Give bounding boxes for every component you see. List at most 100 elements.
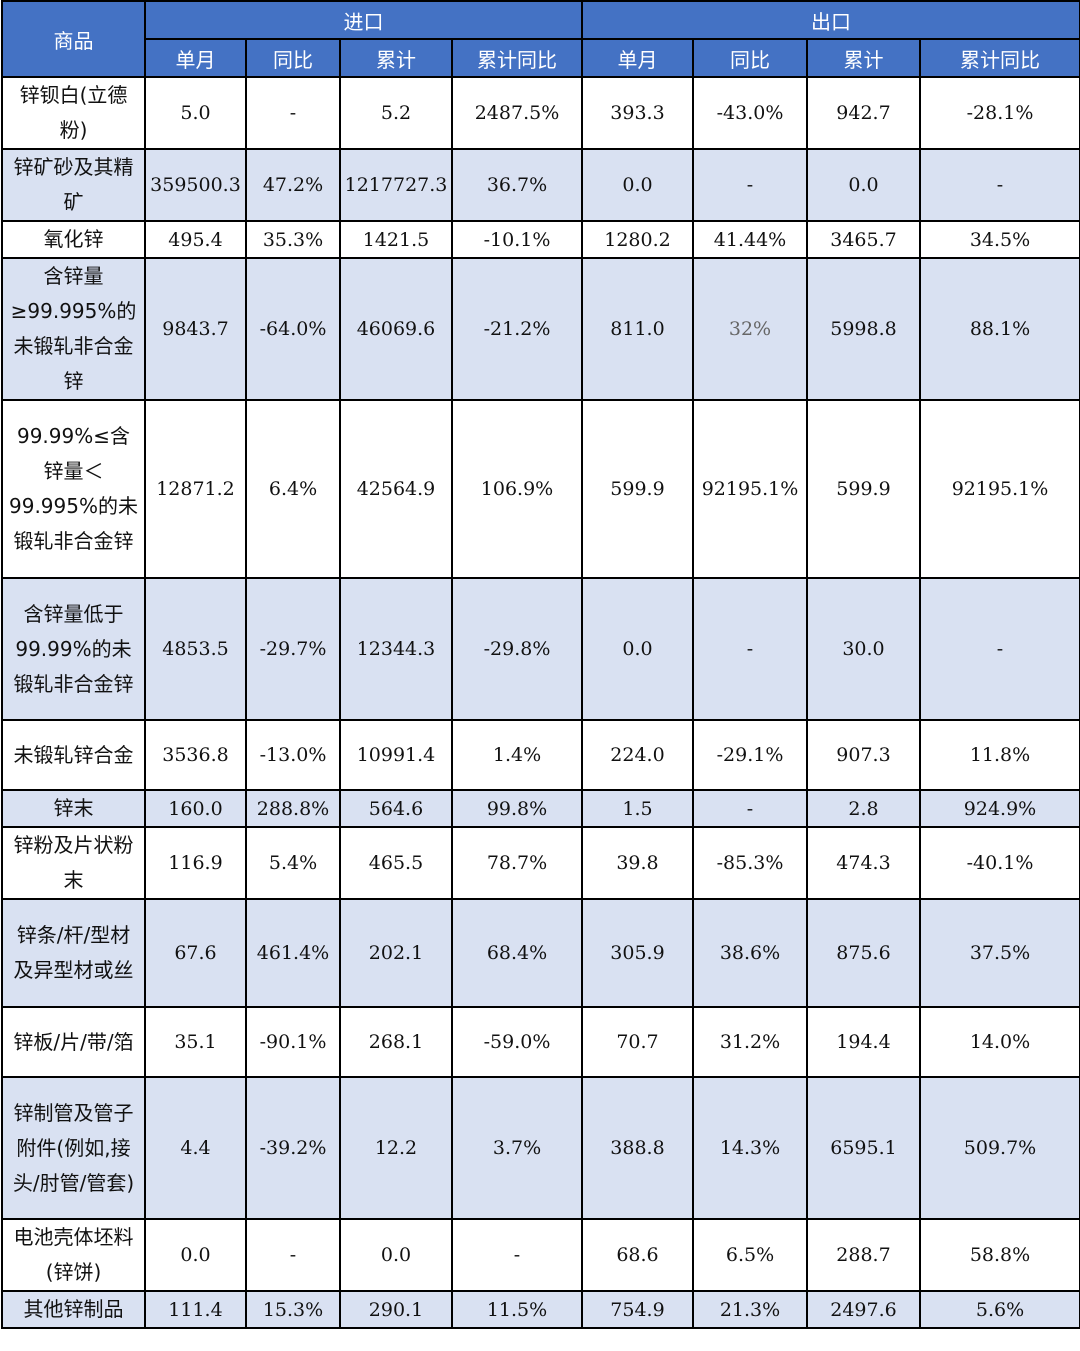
table-row: 氧化锌 495.4 35.3% 1421.5 -10.1% 1280.2 41.44% 346… [1,220,1080,259]
value-cell: -21.2% [451,257,583,401]
value-cell: 0.0 [339,1218,453,1292]
header-export-cumulative-yoy: 累计同比 [919,38,1080,78]
header-export-cumulative: 累计 [806,38,921,78]
value-cell: 14.0% [919,1006,1080,1078]
value-cell: 9843.7 [144,257,247,401]
value-cell: 41.44% [692,220,808,259]
value-cell: 15.3% [245,1290,341,1329]
table-row: 99.99%≤含锌量＜99.995%的未锻轧非合金锌 12871.2 6.4% 425… [1,399,1080,579]
product-name-cell: 99.99%≤含锌量＜99.995%的未锻轧非合金锌 [1,399,146,579]
value-cell: 0.0 [144,1218,247,1292]
value-cell: 6.5% [692,1218,808,1292]
header-export-monthly: 单月 [581,38,694,78]
value-cell: 35.3% [245,220,341,259]
value-cell: 11.5% [451,1290,583,1329]
value-cell: 811.0 [581,257,694,401]
value-cell: -64.0% [245,257,341,401]
value-cell: 2.8 [806,789,921,828]
value-cell: 46069.6 [339,257,453,401]
value-cell: 6.4% [245,399,341,579]
value-cell: 14.3% [692,1076,808,1220]
value-cell: 509.7% [919,1076,1080,1220]
header-product: 商品 [1,0,146,78]
value-cell: 3465.7 [806,220,921,259]
value-cell: 924.9% [919,789,1080,828]
value-cell: 0.0 [581,577,694,721]
header-import-cumulative-yoy: 累计同比 [451,38,583,78]
value-cell: 495.4 [144,220,247,259]
header-import-yoy: 同比 [245,38,341,78]
value-cell: 32% [692,257,808,401]
value-cell: 5.0 [144,76,247,150]
product-name-cell: 锌制管及管子附件(例如,接头/肘管/管套) [1,1076,146,1220]
value-cell: 67.6 [144,898,247,1008]
value-cell: - [919,577,1080,721]
value-cell: 106.9% [451,399,583,579]
product-name-cell: 锌条/杆/型材及异型材或丝 [1,898,146,1008]
value-cell: 68.6 [581,1218,694,1292]
value-cell: 288.7 [806,1218,921,1292]
table-row: 锌矿砂及其精矿 359500.3 47.2% 1217727.3 36.7% 0.0-0.… [1,148,1080,222]
header-export-group: 出口 [581,0,1080,40]
table-row: 锌钡白(立德粉) 5.0-5.2 2487.5% 393.3 -43.0% 942.7 -2… [1,76,1080,150]
table-row: 含锌量低于99.99%的未锻轧非合金锌 4853.5 -29.7% 12344.3 -2… [1,577,1080,721]
value-cell: 4.4 [144,1076,247,1220]
header-row-groups: 商品 进口 出口 [1,0,1080,78]
table-row: 其他锌制品 111.4 15.3% 290.1 11.5% 754.9 21.3% 2497.… [1,1290,1080,1329]
table-body: 锌钡白(立德粉) 5.0-5.2 2487.5% 393.3 -43.0% 942.7 -2… [1,76,1080,1329]
product-name-cell: 锌粉及片状粉末 [1,826,146,900]
value-cell: 116.9 [144,826,247,900]
table-row: 未锻轧锌合金 3536.8 -13.0% 10991.4 1.4% 224.0 -29.1%… [1,719,1080,791]
value-cell: 3536.8 [144,719,247,791]
value-cell: 1280.2 [581,220,694,259]
value-cell: 47.2% [245,148,341,222]
value-cell: 31.2% [692,1006,808,1078]
value-cell: -13.0% [245,719,341,791]
value-cell: -39.2% [245,1076,341,1220]
value-cell: 599.9 [806,399,921,579]
value-cell: 160.0 [144,789,247,828]
table-row: 电池壳体坯料(锌饼) 0.0-0.0-68.6 6.5% 288.7 58.8% [1,1218,1080,1292]
value-cell: -85.3% [692,826,808,900]
table-row: 含锌量≥99.995%的未锻轧非合金锌 9843.7 -64.0% 46069.6 -2… [1,257,1080,401]
value-cell: -29.1% [692,719,808,791]
value-cell: 36.7% [451,148,583,222]
value-cell: 202.1 [339,898,453,1008]
value-cell: 1.5 [581,789,694,828]
value-cell: -10.1% [451,220,583,259]
value-cell: 11.8% [919,719,1080,791]
value-cell: 194.4 [806,1006,921,1078]
product-name-cell: 锌板/片/带/箔 [1,1006,146,1078]
value-cell: -28.1% [919,76,1080,150]
value-cell: 875.6 [806,898,921,1008]
value-cell: 5.4% [245,826,341,900]
value-cell: - [692,148,808,222]
value-cell: -40.1% [919,826,1080,900]
value-cell: 305.9 [581,898,694,1008]
value-cell: 58.8% [919,1218,1080,1292]
value-cell: 268.1 [339,1006,453,1078]
value-cell: 10991.4 [339,719,453,791]
value-cell: 5998.8 [806,257,921,401]
value-cell: - [692,789,808,828]
value-cell: 30.0 [806,577,921,721]
value-cell: 290.1 [339,1290,453,1329]
table-row: 锌粉及片状粉末 116.9 5.4% 465.5 78.7% 39.8 -85.3% 474.… [1,826,1080,900]
value-cell: 1217727.3 [339,148,453,222]
value-cell: 92195.1% [919,399,1080,579]
value-cell: 564.6 [339,789,453,828]
table-row: 锌制管及管子附件(例如,接头/肘管/管套) 4.4 -39.2% 12.2 3.7% 38… [1,1076,1080,1220]
value-cell: 12871.2 [144,399,247,579]
value-cell: -59.0% [451,1006,583,1078]
value-cell: - [919,148,1080,222]
value-cell: 599.9 [581,399,694,579]
product-name-cell: 含锌量低于99.99%的未锻轧非合金锌 [1,577,146,721]
value-cell: 68.4% [451,898,583,1008]
value-cell: 461.4% [245,898,341,1008]
header-export-yoy: 同比 [692,38,808,78]
header-import-cumulative: 累计 [339,38,453,78]
product-name-cell: 含锌量≥99.995%的未锻轧非合金锌 [1,257,146,401]
value-cell: 2487.5% [451,76,583,150]
value-cell: -29.8% [451,577,583,721]
value-cell: 4853.5 [144,577,247,721]
